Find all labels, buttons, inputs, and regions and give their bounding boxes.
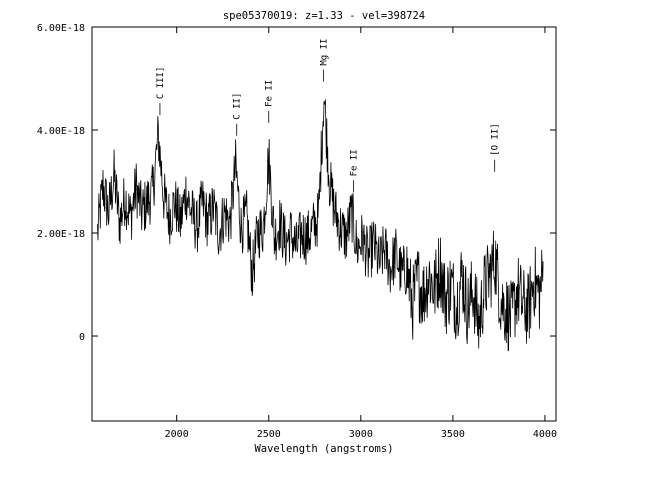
y-tick-label: 0	[79, 332, 85, 343]
line-annotations: C III] C II] Fe II Mg II Fe II [O II]	[156, 39, 501, 193]
y-tick-label: 4.00E-18	[37, 126, 85, 137]
annotation-label: Mg II	[320, 39, 330, 66]
x-tick-label: 3500	[441, 429, 465, 440]
x-axis: 2000 2500 3000 3500 4000	[165, 27, 557, 440]
x-tick-label: 4000	[533, 429, 557, 440]
y-tick-label: 6.00E-18	[37, 23, 85, 34]
y-axis: 6.00E-18 4.00E-18 2.00E-18 0	[37, 23, 556, 343]
annotation-label: C III]	[156, 67, 166, 100]
x-tick-label: 2000	[165, 429, 189, 440]
plot-frame	[91, 26, 557, 422]
annotation-label: C II]	[233, 93, 243, 120]
y-tick-label: 2.00E-18	[37, 229, 85, 240]
annotation-label: Fe II	[349, 149, 359, 176]
spectrum-series	[97, 99, 544, 352]
x-tick-label: 2500	[257, 429, 281, 440]
x-axis-label: Wavelength (angstroms)	[254, 443, 393, 455]
chart-title: spe05370019: z=1.33 - vel=398724	[223, 10, 425, 22]
annotation-label: Fe II	[265, 80, 275, 107]
annotation-label: [O II]	[491, 123, 501, 156]
spectrum-line	[97, 99, 544, 352]
x-tick-label: 3000	[349, 429, 373, 440]
